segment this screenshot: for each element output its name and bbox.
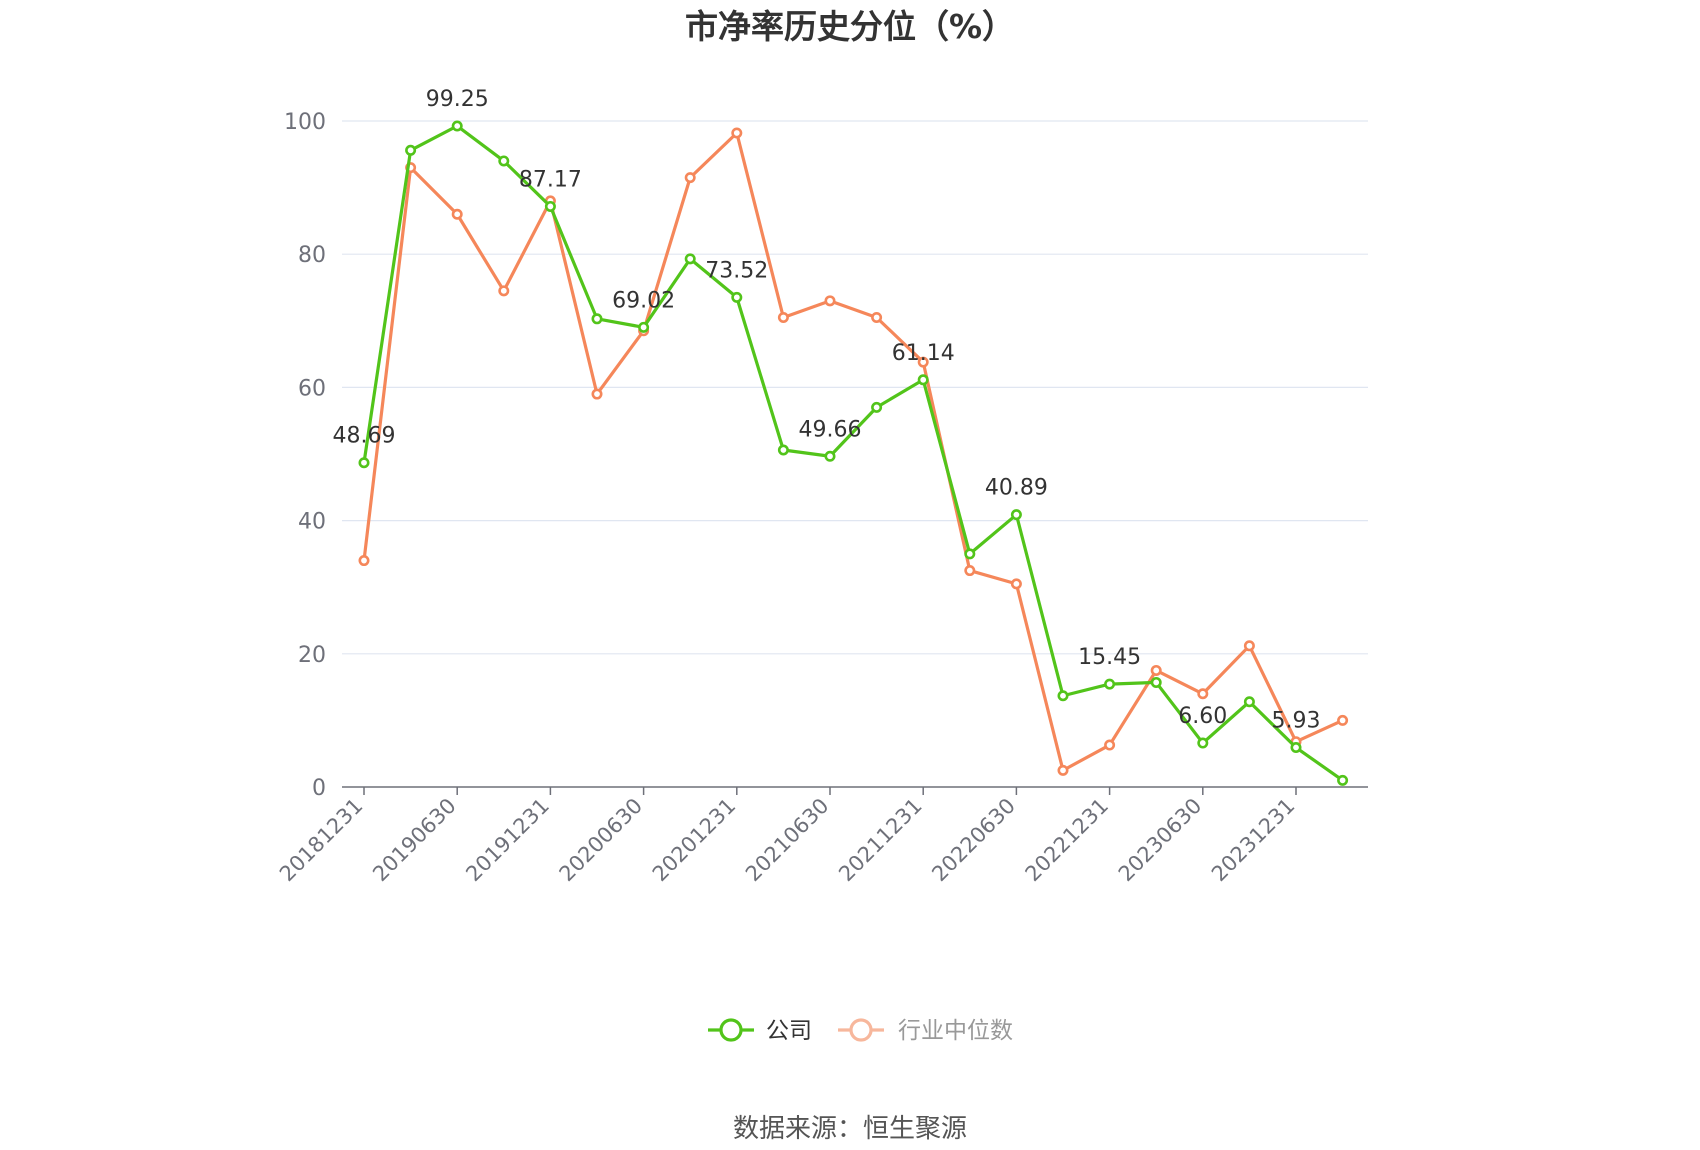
x-tick-label: 20190630 <box>368 794 461 887</box>
data-point <box>1290 742 1302 754</box>
x-tick-label: 20220630 <box>927 794 1020 887</box>
data-point <box>1010 578 1022 590</box>
data-point <box>1104 739 1116 751</box>
data-point <box>824 450 836 462</box>
data-point <box>777 444 789 456</box>
legend-marker <box>719 1018 743 1042</box>
data-point <box>684 253 696 265</box>
data-label: 15.45 <box>1078 645 1141 670</box>
data-point <box>964 548 976 560</box>
legend-item-industry[interactable]: 行业中位数 <box>838 1018 1013 1044</box>
data-label: 61.14 <box>892 341 955 366</box>
legend-marker <box>849 1018 873 1042</box>
data-point <box>1243 640 1255 652</box>
data-point <box>451 208 463 220</box>
data-point <box>1150 664 1162 676</box>
chart-title: 市净率历史分位（%） <box>685 7 1015 46</box>
data-label: 40.89 <box>985 476 1048 501</box>
data-point <box>777 311 789 323</box>
y-tick-label: 60 <box>298 376 326 401</box>
data-label: 48.69 <box>333 424 396 449</box>
series-line <box>362 131 1344 772</box>
series-line <box>362 124 1344 782</box>
y-tick-label: 20 <box>298 643 326 668</box>
series-layer <box>358 120 1349 786</box>
y-tick-label: 0 <box>312 776 326 801</box>
data-point <box>1243 696 1255 708</box>
y-tick-label: 80 <box>298 243 326 268</box>
data-point <box>405 144 417 156</box>
data-point <box>1337 774 1349 786</box>
data-point <box>638 321 650 333</box>
data-label: 5.93 <box>1272 709 1321 734</box>
data-point <box>731 127 743 139</box>
legend[interactable]: 公司 行业中位数 <box>708 1018 1013 1044</box>
data-point <box>358 555 370 567</box>
x-tick-label: 20200630 <box>555 794 648 887</box>
data-point <box>1337 714 1349 726</box>
x-tick-label: 20211231 <box>834 794 927 887</box>
data-point <box>591 388 603 400</box>
data-point <box>358 457 370 469</box>
x-tick-label: 20221231 <box>1021 794 1114 887</box>
data-point <box>871 401 883 413</box>
grid-lines <box>342 120 1368 655</box>
data-point <box>917 374 929 386</box>
legend-label: 行业中位数 <box>898 1018 1013 1044</box>
data-point <box>498 285 510 297</box>
data-point <box>1104 678 1116 690</box>
data-label: 99.25 <box>426 87 489 112</box>
x-tick-label: 20231231 <box>1207 794 1300 887</box>
data-point <box>964 565 976 577</box>
x-tick-label: 20230630 <box>1114 794 1207 887</box>
data-labels: 48.69 99.25 87.17 69.02 73.52 49.66 61.14 40.89… <box>333 87 1321 734</box>
data-point <box>1057 690 1069 702</box>
data-point <box>1197 737 1209 749</box>
data-point <box>1197 688 1209 700</box>
data-point <box>1010 509 1022 521</box>
data-point <box>1057 764 1069 776</box>
data-label: 87.17 <box>519 167 582 192</box>
data-point <box>498 155 510 167</box>
legend-label: 公司 <box>766 1018 812 1044</box>
data-label: 49.66 <box>799 417 862 442</box>
data-point <box>684 172 696 184</box>
data-label: 6.60 <box>1178 704 1227 729</box>
x-tick-label: 20210630 <box>741 794 834 887</box>
x-axis: 20181231 20190630 20191231 20200630 20201231… <box>275 786 1368 887</box>
x-tick-label: 20181231 <box>275 794 368 887</box>
y-tick-label: 100 <box>284 110 326 135</box>
data-point <box>544 200 556 212</box>
data-point <box>731 291 743 303</box>
x-tick-label: 20191231 <box>461 794 554 887</box>
data-point <box>591 313 603 325</box>
data-point <box>451 120 463 132</box>
data-point <box>824 295 836 307</box>
data-point <box>917 356 929 368</box>
data-label: 73.52 <box>705 258 768 283</box>
data-point <box>1150 676 1162 688</box>
data-label: 69.02 <box>612 288 675 313</box>
y-axis-ticks: 0 20 40 60 80 100 <box>284 110 326 801</box>
y-tick-label: 40 <box>298 510 326 535</box>
legend-item-company[interactable]: 公司 <box>708 1018 812 1044</box>
data-point <box>871 311 883 323</box>
x-tick-label: 20201231 <box>648 794 741 887</box>
source-note: 数据来源：恒生聚源 <box>733 1114 967 1144</box>
